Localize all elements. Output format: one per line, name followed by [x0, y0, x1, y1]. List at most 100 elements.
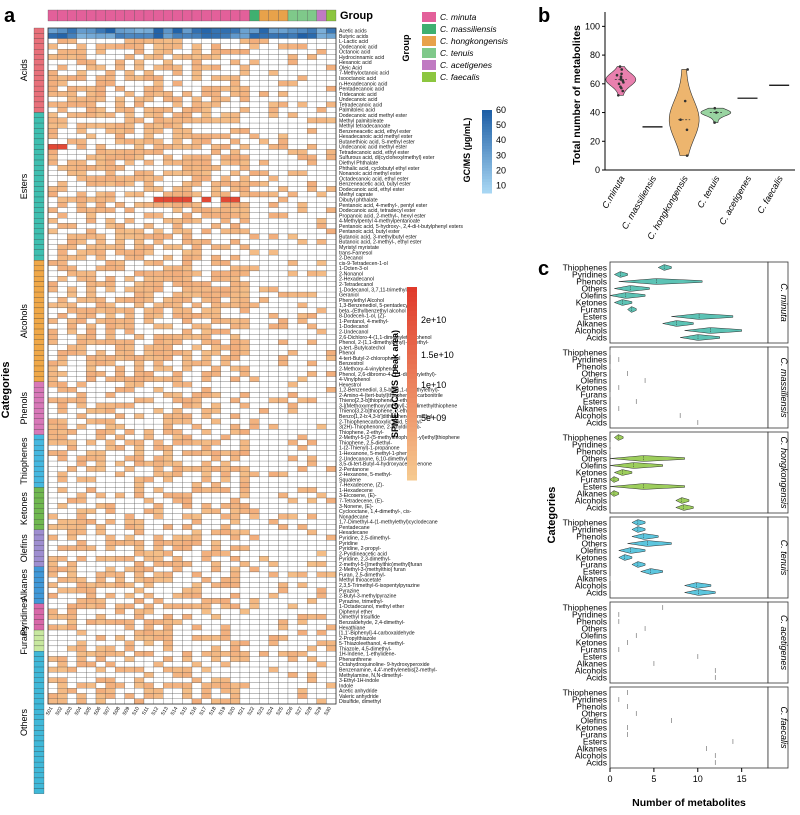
- heatmap-cell: [201, 376, 212, 382]
- heatmap-cell: [220, 286, 231, 293]
- heatmap-cell: [163, 170, 173, 176]
- heatmap-cell: [307, 513, 317, 520]
- heatmap-cell: [86, 566, 97, 573]
- heatmap-cell: [249, 677, 260, 683]
- heatmap-cell: [86, 672, 97, 678]
- heatmap-cell: [249, 175, 260, 182]
- heatmap-cell: [201, 360, 212, 367]
- b-data-point: [621, 79, 625, 83]
- compound-label: Phenol, 2-(1,1-dimethylethyl)-5-methyl-: [339, 340, 429, 346]
- heatmap-cell: [95, 75, 106, 81]
- heatmap-cell: [249, 619, 260, 625]
- heatmap-cell: [201, 619, 212, 625]
- heatmap-cell: [86, 96, 97, 103]
- heatmap-cell: [326, 492, 337, 499]
- heatmap-cell: [163, 624, 173, 631]
- heatmap-cell: [163, 101, 173, 108]
- heatmap-cell: [316, 423, 327, 430]
- c-row-label: Ketones: [576, 638, 607, 648]
- c-row-label: Others: [581, 539, 607, 549]
- heatmap-cell: [67, 75, 77, 81]
- heatmap-cell: [287, 513, 298, 520]
- heatmap-cell: [326, 218, 337, 224]
- heatmap-cell: [287, 408, 298, 414]
- heatmap-cell: [57, 328, 68, 335]
- heatmap-cell: [287, 397, 298, 404]
- heatmap-cell: [307, 540, 317, 546]
- heatmap-cell: [67, 265, 77, 272]
- compound-label: 2-Decanol: [339, 256, 363, 262]
- heatmap-cell: [316, 651, 327, 657]
- heatmap-cell: [249, 482, 260, 488]
- heatmap-cell: [316, 302, 327, 309]
- peak-colorbar-step: [407, 344, 417, 351]
- heatmap-cell: [230, 587, 241, 594]
- heatmap-cell: [57, 75, 68, 81]
- heatmap-cell: [105, 302, 116, 309]
- c-violin-shape: [684, 327, 742, 334]
- c-row-label: Pyridines: [572, 695, 607, 705]
- heatmap-cell: [105, 207, 116, 213]
- heatmap-cell: [287, 291, 298, 298]
- peak-colorbar-step: [407, 335, 417, 341]
- heatmap-cell: [95, 365, 106, 372]
- heatmap-cell: [134, 339, 145, 345]
- heatmap-cell: [57, 133, 68, 140]
- heatmap-cell: [297, 334, 308, 340]
- heatmap-cell: [230, 534, 241, 541]
- heatmap-cell: [57, 482, 68, 488]
- heatmap-cell: [105, 181, 116, 187]
- heatmap-cell: [86, 281, 97, 287]
- heatmap-cell: [191, 355, 202, 361]
- heatmap-cell: [143, 38, 154, 44]
- heatmap-cell: [143, 624, 154, 631]
- gc-colorbar-tick: 40: [496, 135, 506, 145]
- c-row-label: Phenols: [576, 447, 607, 457]
- heatmap-cell: [95, 170, 106, 176]
- heatmap-cell: [182, 614, 193, 620]
- heatmap-cell: [76, 85, 87, 92]
- heatmap-cell: [76, 186, 87, 192]
- category-bar-cell: [33, 740, 45, 747]
- heatmap-cell: [211, 503, 221, 509]
- heatmap-cell: [326, 133, 337, 140]
- heatmap-cell: [307, 33, 317, 39]
- heatmap-cell: [191, 614, 202, 620]
- compound-label: Hexathiane: [339, 625, 365, 631]
- heatmap-cell: [268, 328, 279, 335]
- c-facet-frame: [609, 686, 769, 769]
- heatmap-cell: [86, 144, 97, 150]
- heatmap-cell: [95, 487, 106, 493]
- heatmap-cell: [191, 371, 202, 377]
- heatmap-cell: [57, 244, 68, 250]
- heatmap-cell: [134, 429, 145, 435]
- c-row-label: Furans: [581, 645, 607, 655]
- heatmap-cell: [220, 149, 231, 155]
- heatmap-cell: [220, 513, 231, 520]
- heatmap-cell: [307, 519, 317, 525]
- heatmap-cell: [191, 339, 202, 345]
- heatmap-cell: [326, 323, 337, 330]
- group-strip-cell: [86, 9, 97, 22]
- heatmap-cell: [124, 196, 135, 203]
- heatmap-cell: [249, 149, 260, 155]
- heatmap-cell: [57, 313, 68, 319]
- heatmap-cell: [316, 191, 327, 198]
- heatmap-cell: [105, 429, 116, 435]
- heatmap-cell: [201, 540, 212, 546]
- heatmap-cell: [124, 619, 135, 625]
- c-row-label: Furans: [581, 390, 607, 400]
- heatmap-cell: [105, 43, 116, 50]
- heatmap-cell: [47, 328, 58, 335]
- heatmap-cell: [172, 59, 183, 66]
- heatmap-cell: [307, 334, 317, 340]
- heatmap-cell: [163, 524, 173, 530]
- heatmap-cell: [182, 85, 193, 92]
- heatmap-cell: [134, 96, 145, 103]
- heatmap-cell: [220, 302, 231, 309]
- heatmap-cell: [259, 186, 269, 192]
- group-strip-cell: [143, 9, 154, 22]
- heatmap-cell: [220, 619, 231, 625]
- heatmap-cell: [86, 117, 97, 124]
- heatmap-cell: [115, 334, 125, 340]
